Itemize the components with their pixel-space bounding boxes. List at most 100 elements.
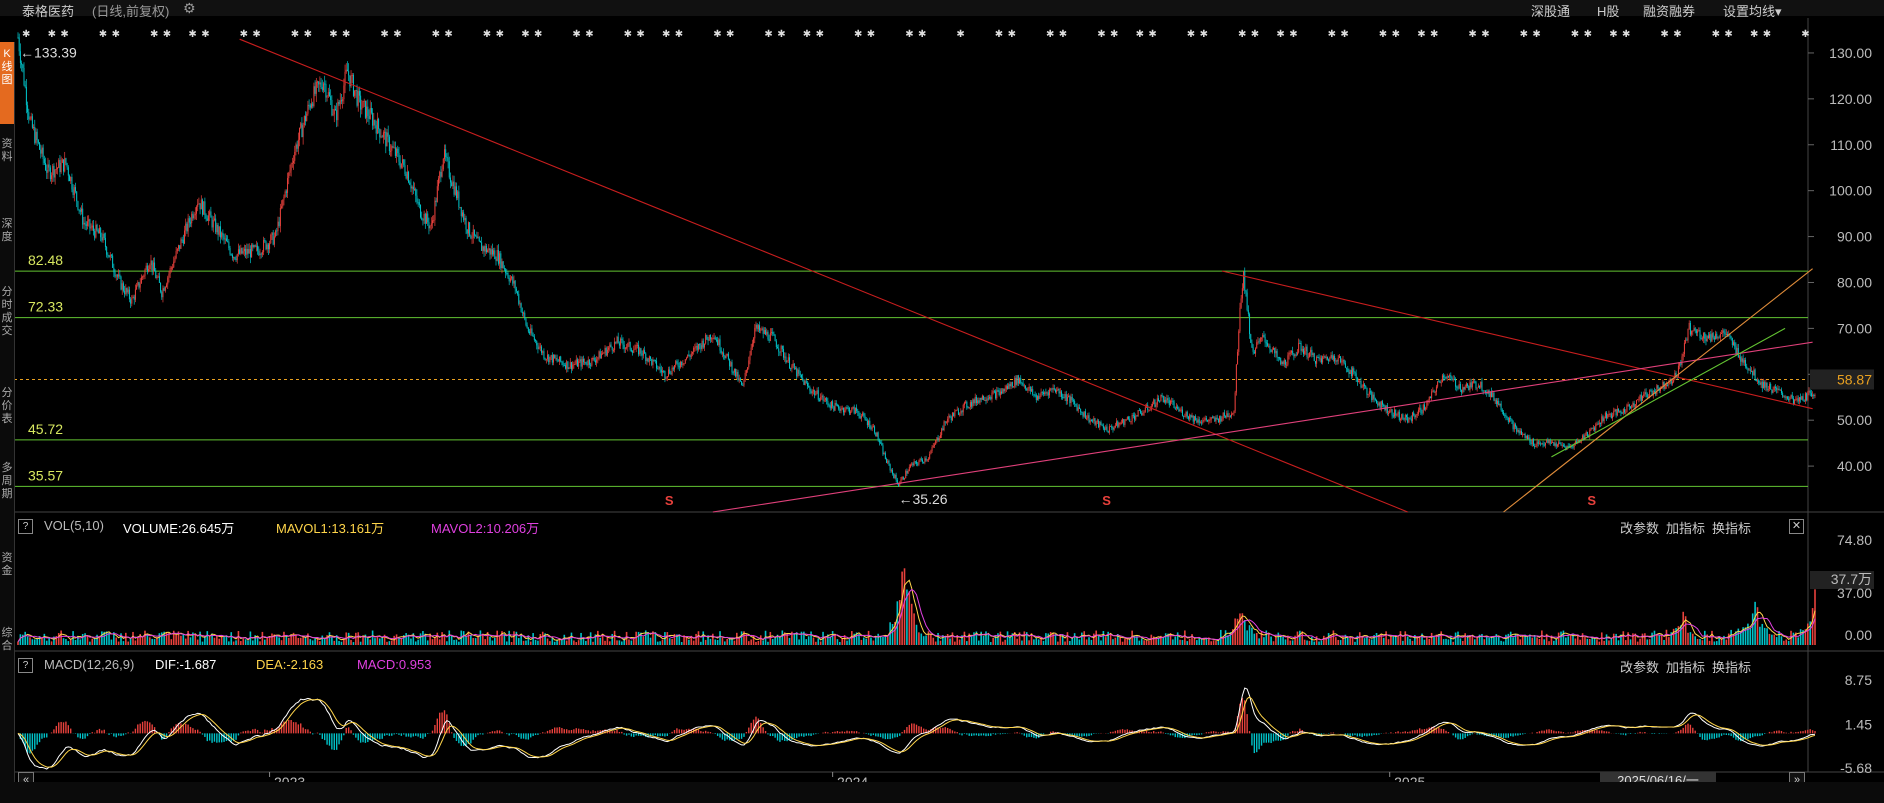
macd-histogram-bar <box>740 733 743 739</box>
left-tab-depth[interactable]: 深度 <box>1 218 13 243</box>
macd-histogram-bar <box>1150 732 1153 734</box>
candle-body <box>530 328 532 334</box>
macd-edit-params[interactable]: 改参数 <box>1620 660 1660 675</box>
macd-histogram-bar <box>347 727 350 734</box>
candle-body <box>847 407 849 409</box>
volume-bar <box>1313 641 1316 645</box>
macd-histogram-bar <box>978 733 980 736</box>
trend-line <box>239 38 1408 513</box>
macd-help-button[interactable]: ? <box>18 658 33 673</box>
candle-body <box>1584 434 1586 440</box>
volume-bar <box>1526 636 1529 645</box>
candle-body <box>1550 442 1552 444</box>
macd-histogram-bar <box>1234 728 1236 734</box>
candle-body <box>18 37 20 52</box>
volume-bar <box>925 635 927 645</box>
candle-body <box>1504 414 1506 416</box>
gear-icon[interactable]: ⚙ <box>183 0 196 16</box>
macd-histogram-bar <box>920 726 922 734</box>
candle-body <box>370 108 372 113</box>
macd-histogram-bar <box>1591 729 1593 734</box>
candle-body <box>271 232 273 235</box>
candle-body <box>283 196 285 200</box>
macd-histogram-bar <box>556 727 558 734</box>
candle-body <box>1020 378 1022 383</box>
candle-body <box>236 254 238 261</box>
nav-h-share[interactable]: H股 <box>1597 4 1620 19</box>
candle-body <box>320 82 322 88</box>
vol-switch-indicator[interactable]: 换指标 <box>1712 521 1752 536</box>
macd-histogram-bar <box>1191 733 1193 736</box>
candle-body <box>671 367 673 375</box>
macd-histogram-bar <box>288 719 290 734</box>
candle-body <box>100 228 102 238</box>
candle-body <box>826 398 828 402</box>
candle-body <box>452 181 454 187</box>
candle-body <box>761 328 763 330</box>
volume-bar <box>122 641 125 645</box>
candle-body <box>930 451 932 455</box>
volume-bar <box>1562 630 1565 645</box>
vol-add-indicator[interactable]: 加指标 <box>1666 521 1706 536</box>
candle-body <box>69 175 71 182</box>
vol-name: VOL(5,10) <box>44 518 104 533</box>
candle-body <box>670 373 672 375</box>
volume-bar <box>628 639 630 645</box>
volume-bar <box>1490 636 1493 645</box>
macd-histogram-bar <box>407 733 410 737</box>
macd-histogram-bar <box>1802 731 1804 734</box>
macd-add-indicator[interactable]: 加指标 <box>1666 660 1706 675</box>
volume-bar <box>17 641 19 645</box>
nav-margin-trading[interactable]: 融资融券 <box>1643 4 1696 19</box>
candle-body <box>58 160 60 168</box>
macd-histogram-bar <box>1349 733 1351 737</box>
candle-body <box>1796 398 1798 400</box>
left-tab-funds[interactable]: 资金 <box>1 552 13 577</box>
nav-shengutong[interactable]: 深股通 <box>1531 4 1571 19</box>
candle-body <box>137 282 139 286</box>
volume-bar <box>1610 638 1613 645</box>
candle-body <box>182 239 184 244</box>
vol-help-button[interactable]: ? <box>18 519 33 534</box>
candle-body <box>706 335 708 340</box>
volume-bar <box>228 641 230 645</box>
left-tab-multi-period[interactable]: 多周期 <box>1 462 13 500</box>
candle-body <box>239 249 241 254</box>
candle-body <box>1341 361 1343 363</box>
candle-body <box>618 343 620 346</box>
candle-body <box>1656 385 1658 395</box>
left-tab-price-table[interactable]: 分价表 <box>1 387 13 425</box>
volume-bar <box>1248 625 1251 645</box>
event-marker: ✱ <box>60 29 68 40</box>
left-tab-kline[interactable]: K线图 <box>0 42 14 124</box>
candle-body <box>1287 355 1289 365</box>
macd-histogram-bar <box>573 729 575 734</box>
candle-body <box>1352 368 1354 377</box>
candle-body <box>1154 399 1156 407</box>
candle-body <box>157 276 159 278</box>
nav-set-ma[interactable]: 设置均线▾ <box>1723 4 1782 19</box>
volume-bar <box>431 639 434 645</box>
left-tab-overall[interactable]: 综合 <box>1 627 13 652</box>
volume-bar <box>378 638 381 645</box>
candle-body <box>144 269 146 276</box>
macd-histogram-bar <box>216 733 218 743</box>
left-tab-profile[interactable]: 资料 <box>1 138 13 163</box>
candle-body <box>89 219 91 229</box>
candle-body <box>923 461 925 463</box>
candle-body <box>1535 446 1537 448</box>
macd-histogram-bar <box>671 731 673 734</box>
vol-edit-params[interactable]: 改参数 <box>1620 521 1660 536</box>
macd-histogram-bar <box>1684 724 1687 734</box>
candle-body <box>472 229 474 238</box>
candle-body <box>850 411 852 414</box>
candle-body <box>1027 388 1029 391</box>
macd-histogram-bar <box>1093 733 1095 734</box>
candle-body <box>185 223 187 231</box>
vol-close-icon[interactable]: ✕ <box>1789 519 1804 534</box>
macd-histogram-bar <box>1464 733 1466 738</box>
macd-switch-indicator[interactable]: 换指标 <box>1712 660 1752 675</box>
left-tab-ticks[interactable]: 分时成交 <box>1 286 13 337</box>
macd-histogram-bar <box>1188 733 1191 737</box>
candle-body <box>893 473 895 479</box>
